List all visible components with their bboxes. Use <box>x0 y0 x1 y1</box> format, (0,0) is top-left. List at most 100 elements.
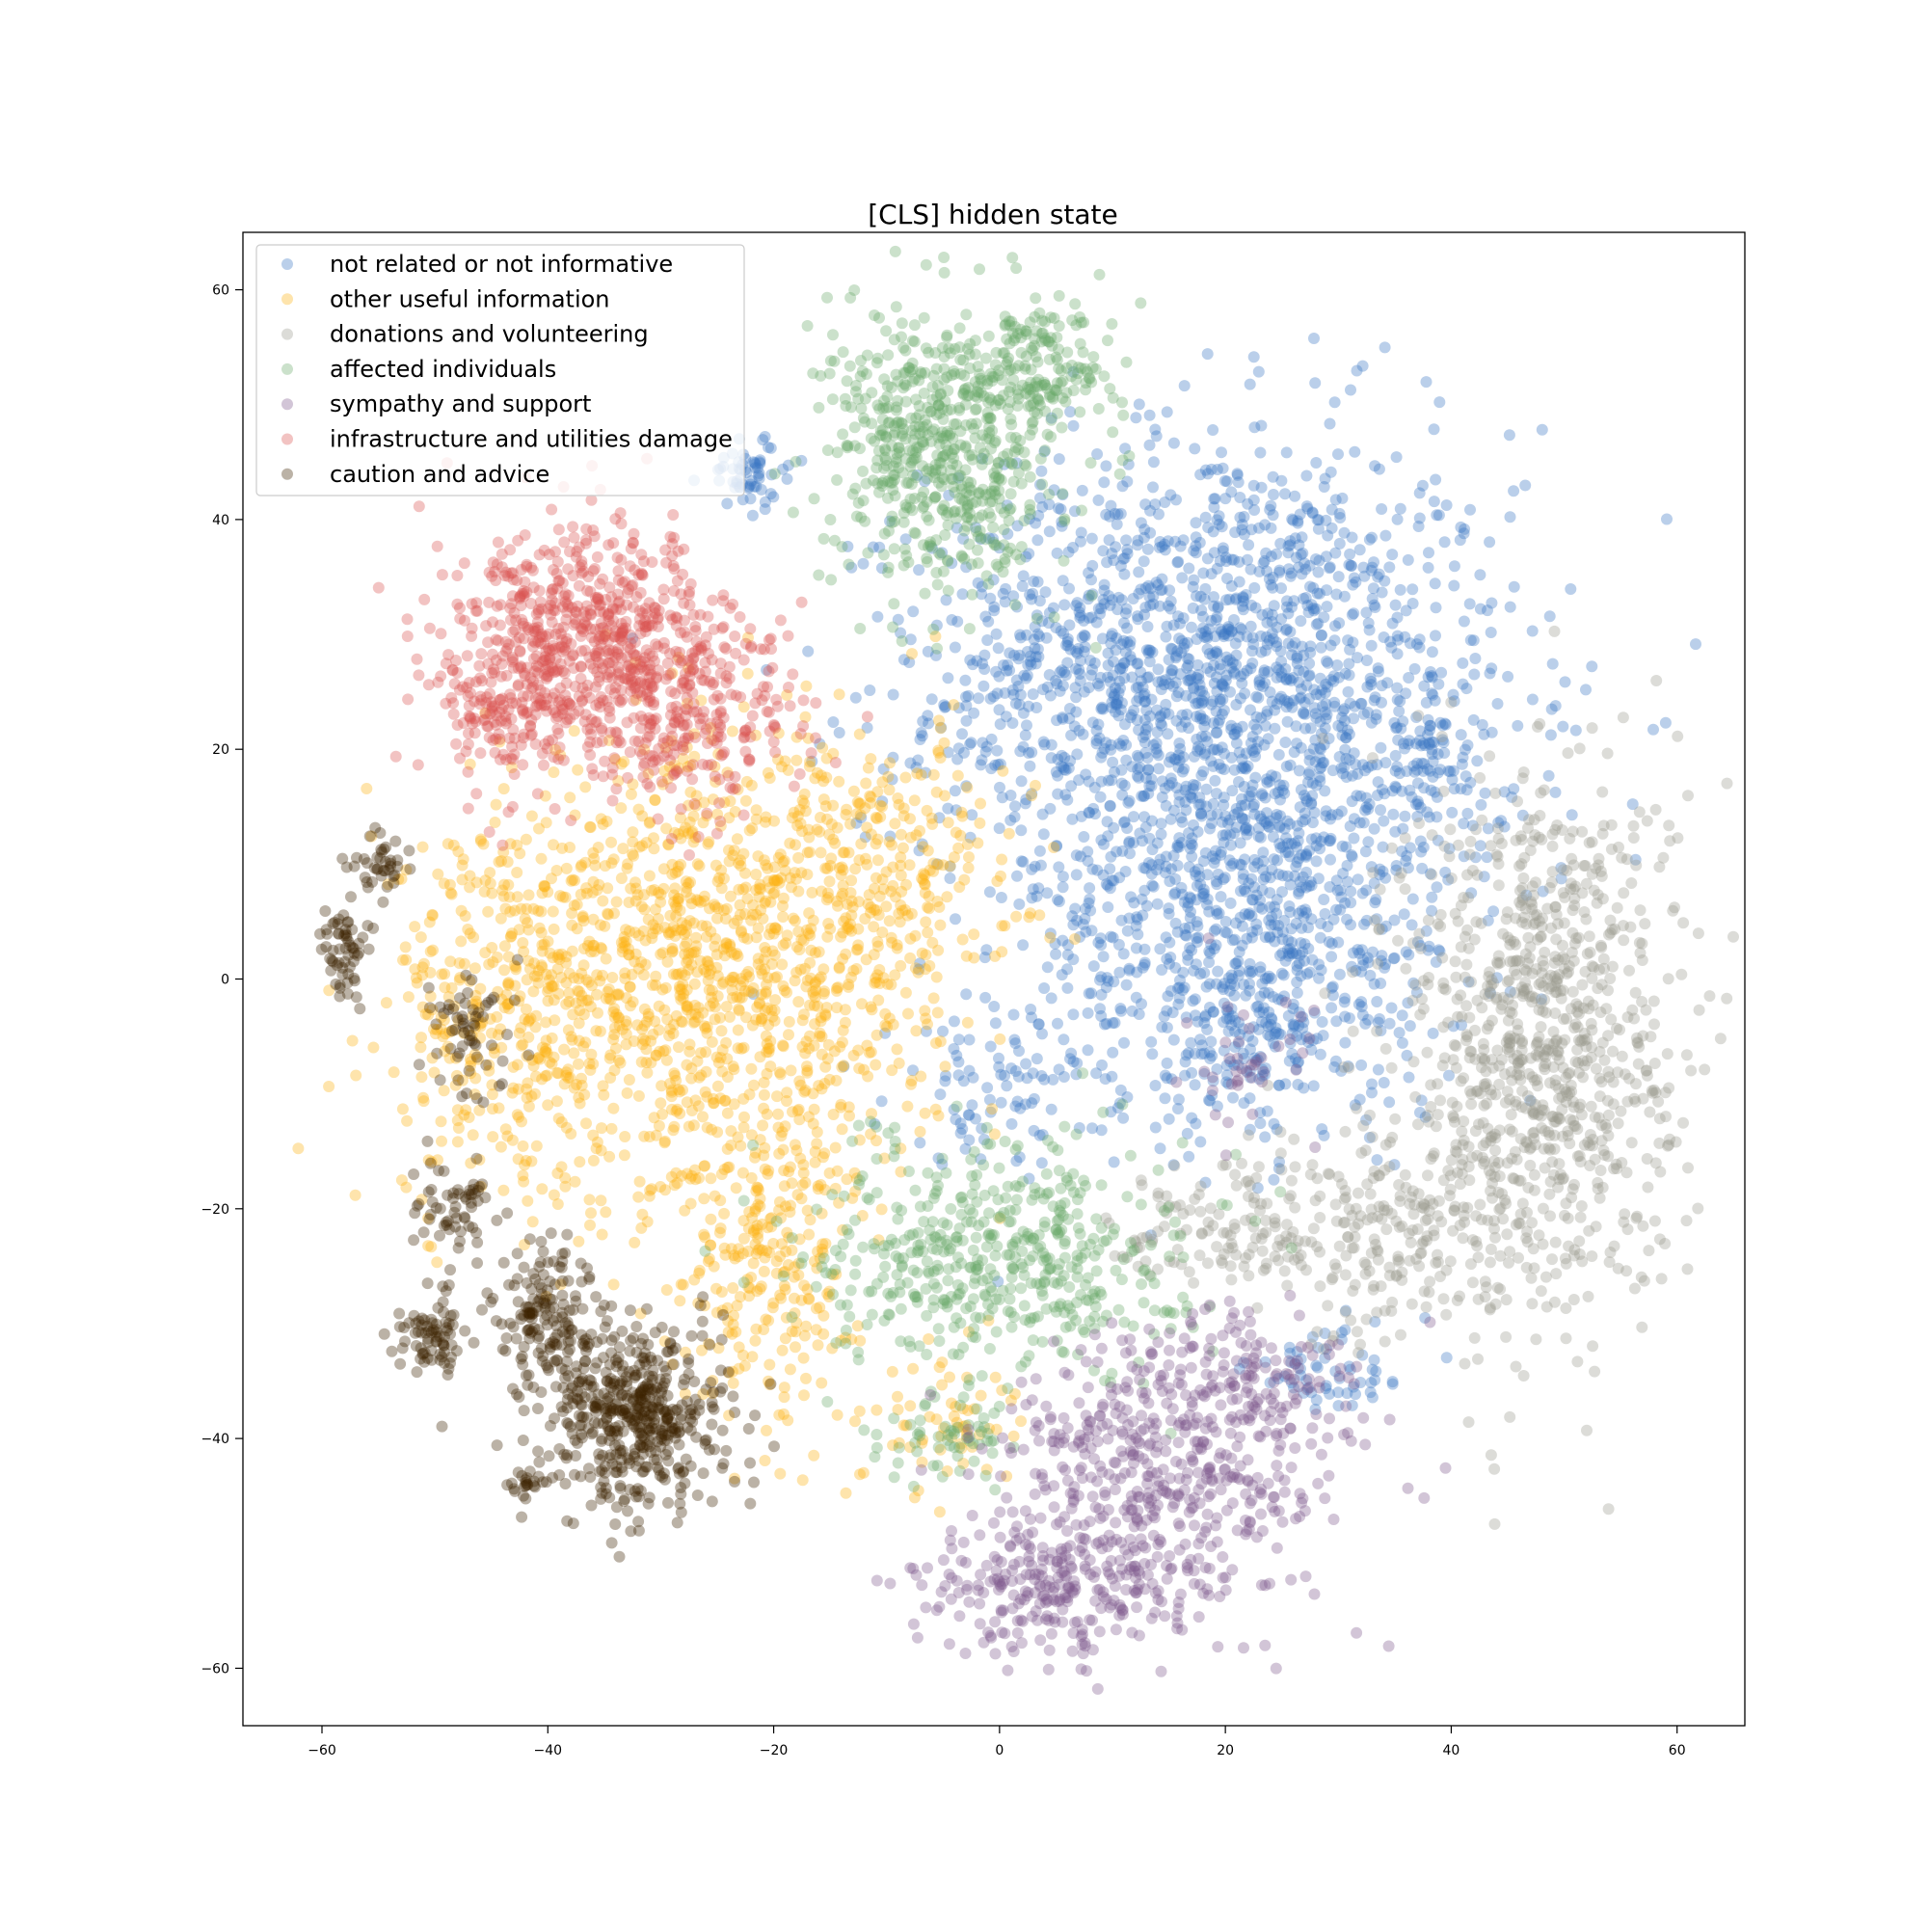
point <box>959 674 972 686</box>
point <box>838 915 850 927</box>
point <box>727 992 738 1004</box>
point <box>1274 645 1287 657</box>
point <box>1074 668 1086 680</box>
point <box>513 1027 525 1039</box>
point <box>792 885 805 898</box>
point <box>1415 739 1428 752</box>
point <box>482 905 495 918</box>
point <box>1067 1056 1080 1068</box>
point <box>916 872 928 885</box>
point <box>1071 914 1084 926</box>
point <box>1098 578 1111 591</box>
point <box>1044 931 1057 944</box>
point <box>1095 988 1108 1001</box>
point <box>1332 936 1345 949</box>
point <box>1229 1025 1242 1037</box>
point <box>566 1033 578 1046</box>
point <box>533 922 546 934</box>
point <box>1198 720 1211 733</box>
point <box>1299 708 1312 720</box>
point <box>1627 819 1640 832</box>
point <box>1026 892 1038 904</box>
point <box>1237 592 1249 604</box>
point <box>897 842 909 854</box>
point <box>970 1113 981 1125</box>
point <box>447 839 460 851</box>
point <box>1314 931 1326 944</box>
point <box>1379 529 1392 542</box>
point <box>1115 638 1128 651</box>
point <box>1188 574 1200 586</box>
point <box>862 898 874 910</box>
point <box>1186 1112 1198 1124</box>
point <box>1008 649 1021 661</box>
point <box>1356 759 1369 771</box>
point <box>619 967 631 979</box>
point <box>1083 775 1095 788</box>
point <box>838 1060 850 1072</box>
point <box>786 1326 798 1337</box>
point <box>511 839 523 851</box>
point <box>388 1066 400 1079</box>
point <box>1469 653 1482 664</box>
point <box>1138 958 1151 971</box>
point <box>1386 1376 1399 1388</box>
point <box>934 919 947 931</box>
point <box>1296 568 1308 580</box>
point <box>525 810 538 822</box>
point <box>1048 842 1060 853</box>
point <box>695 1069 708 1082</box>
point <box>1058 666 1071 679</box>
point <box>1112 710 1125 722</box>
point <box>716 1065 729 1078</box>
point <box>604 1049 617 1061</box>
point <box>1169 887 1182 899</box>
point <box>1165 751 1177 764</box>
point <box>617 843 629 855</box>
point <box>768 949 781 961</box>
point <box>1379 757 1392 769</box>
point <box>960 988 973 1001</box>
point <box>1357 817 1370 829</box>
point <box>1164 875 1176 888</box>
point <box>1161 1057 1173 1069</box>
point <box>653 1119 665 1132</box>
point <box>1095 751 1108 764</box>
point <box>999 1069 1011 1082</box>
point <box>1237 604 1249 616</box>
point <box>1115 777 1128 790</box>
point <box>438 1085 450 1097</box>
point <box>479 874 492 887</box>
point <box>1095 1009 1108 1022</box>
point <box>610 1008 623 1021</box>
point <box>1166 1006 1179 1019</box>
point <box>1234 692 1246 705</box>
point <box>1217 462 1229 474</box>
point <box>1244 378 1256 390</box>
point <box>607 1033 620 1046</box>
point <box>1321 601 1333 613</box>
point <box>998 458 1010 470</box>
point <box>1172 555 1185 568</box>
point <box>1057 575 1069 587</box>
point <box>1057 881 1069 894</box>
point <box>1290 551 1302 564</box>
point <box>762 1002 774 1014</box>
point <box>1009 1100 1022 1113</box>
point <box>1067 953 1080 966</box>
point <box>1230 722 1243 735</box>
point <box>636 1038 649 1051</box>
point <box>1204 665 1217 678</box>
point <box>1177 642 1190 655</box>
point <box>1031 890 1043 902</box>
point <box>677 979 689 990</box>
point <box>1017 939 1030 952</box>
point <box>1058 599 1071 611</box>
point <box>1082 845 1094 858</box>
point <box>1247 494 1260 506</box>
point <box>1244 984 1256 997</box>
point <box>1019 729 1031 741</box>
point <box>1372 571 1384 583</box>
point <box>1085 574 1097 586</box>
point <box>853 797 865 810</box>
